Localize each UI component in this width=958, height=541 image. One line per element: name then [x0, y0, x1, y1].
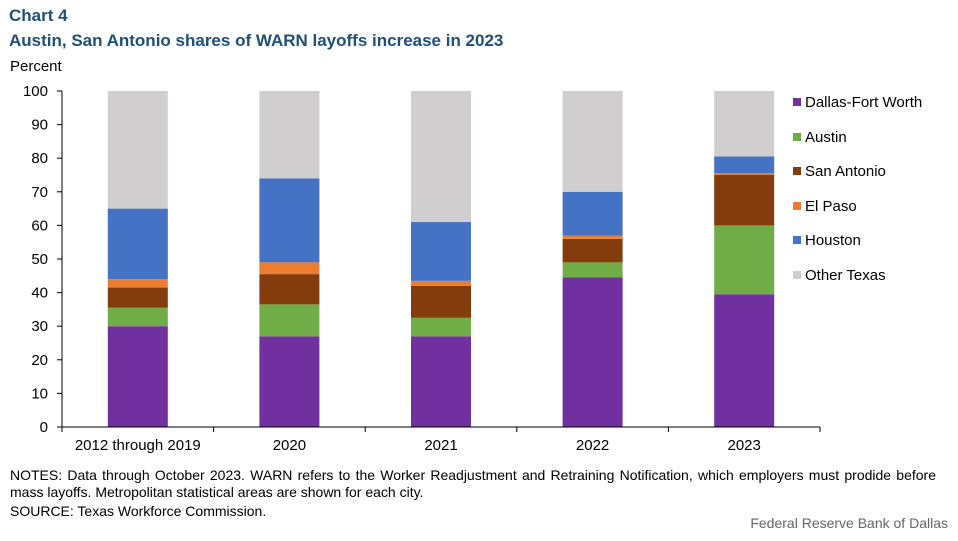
- bar-segment: [259, 91, 320, 179]
- y-tick-label: 40: [31, 285, 48, 302]
- legend-swatch: [793, 201, 801, 210]
- bar-segment: [714, 175, 775, 226]
- bar-segment: [411, 336, 471, 427]
- bar-segment: [107, 287, 168, 308]
- bar-segment: [411, 317, 471, 337]
- chart-credit: Federal Reserve Bank of Dallas: [750, 515, 948, 531]
- legend-label: San Antonio: [805, 163, 886, 181]
- legend-item: San Antonio: [793, 163, 922, 180]
- chart-notes: NOTES: Data through October 2023. WARN r…: [10, 467, 936, 500]
- bar-segment: [259, 274, 320, 305]
- y-tick-label: 30: [31, 318, 48, 335]
- legend-item: Other Texas: [793, 267, 922, 284]
- bar-segment: [562, 277, 623, 427]
- y-tick-label: 50: [31, 251, 48, 268]
- legend-label: Austin: [805, 128, 847, 146]
- bar-segment: [259, 336, 320, 427]
- y-axis-unit-label: Percent: [10, 58, 62, 75]
- legend-item: Houston: [793, 232, 922, 249]
- bar-segment: [259, 178, 320, 263]
- x-tick-label: 2023: [728, 437, 761, 454]
- bar-segment: [411, 91, 471, 223]
- bar-segment: [714, 173, 775, 175]
- bar-segment: [714, 156, 775, 174]
- bar-segment: [411, 280, 471, 286]
- legend-label: Dallas-Fort Worth: [805, 94, 923, 111]
- bar-segment: [562, 262, 623, 278]
- legend-swatch: [793, 236, 801, 245]
- bar-segment: [562, 91, 623, 192]
- bar-segment: [714, 294, 775, 427]
- legend-swatch: [793, 98, 801, 106]
- y-tick-label: 60: [31, 217, 48, 234]
- x-tick-label: 2020: [273, 437, 306, 454]
- legend-item: El Paso: [793, 198, 922, 215]
- x-tick-label: 2021: [424, 437, 457, 454]
- x-tick-label: 2022: [576, 437, 609, 454]
- bar-segment: [107, 326, 168, 427]
- bar-segment: [714, 91, 775, 157]
- legend-label: Other Texas: [805, 266, 886, 284]
- bar-segment: [259, 304, 320, 337]
- chart-legend: Dallas-Fort Worth Austin San Antonio El Pas…: [793, 94, 922, 302]
- bar-segment: [411, 222, 471, 281]
- bar-segment: [714, 225, 775, 295]
- y-tick-label: 80: [31, 150, 48, 167]
- bar-segment: [107, 279, 168, 288]
- y-tick-label: 100: [23, 83, 48, 100]
- bar-segment: [411, 285, 471, 318]
- legend-item: Austin: [793, 129, 922, 146]
- legend-label: El Paso: [805, 197, 857, 215]
- y-tick-label: 0: [40, 419, 48, 436]
- y-tick-label: 10: [31, 385, 48, 402]
- y-tick-label: 20: [31, 352, 48, 369]
- bar-segment: [107, 208, 168, 280]
- bar-segment: [259, 262, 320, 275]
- chart-title: Austin, San Antonio shares of WARN layof…: [9, 31, 504, 50]
- bar-segment: [562, 238, 623, 263]
- legend-swatch: [793, 270, 801, 279]
- y-tick-label: 70: [31, 184, 48, 201]
- x-tick-label: 2012 through 2019: [75, 437, 201, 454]
- legend-label: Houston: [805, 232, 861, 250]
- legend-swatch: [793, 167, 801, 176]
- bar-segment: [107, 307, 168, 327]
- chart-label: Chart 4: [9, 6, 68, 25]
- legend-item: Dallas-Fort Worth: [793, 94, 922, 111]
- legend-swatch: [793, 132, 801, 141]
- bar-segment: [562, 191, 623, 236]
- y-tick-label: 90: [31, 117, 48, 134]
- chart-source: SOURCE: Texas Workforce Commission.: [10, 503, 267, 519]
- bar-segment: [107, 91, 168, 209]
- bar-segment: [562, 235, 623, 239]
